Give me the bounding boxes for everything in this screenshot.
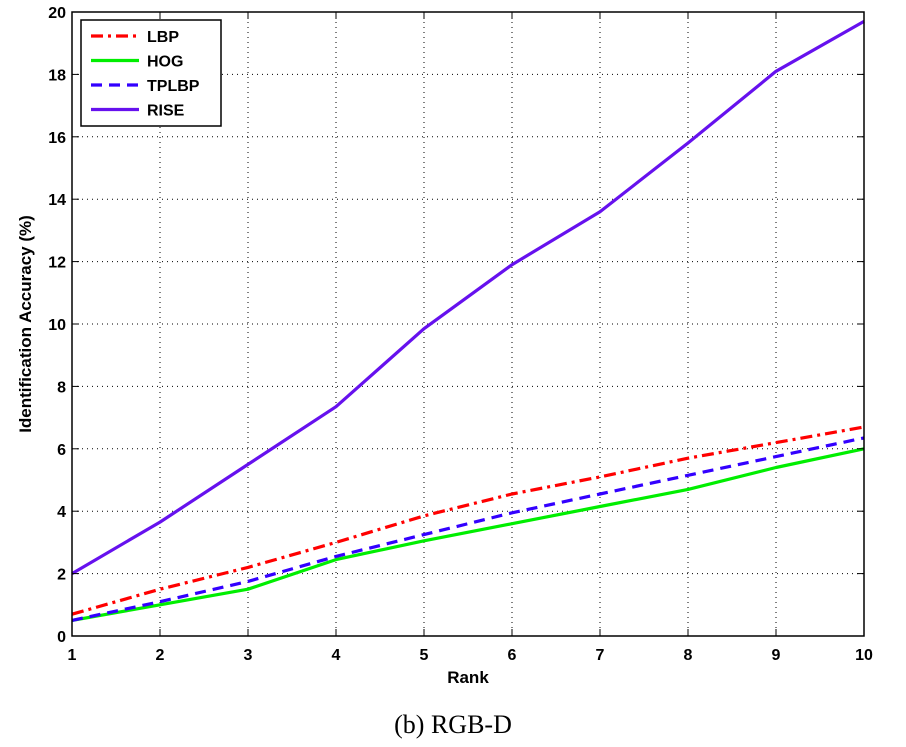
x-tick-label: 8 <box>684 647 693 664</box>
series-layer <box>71 20 865 622</box>
y-tick-label: 2 <box>57 567 66 584</box>
legend: LBP HOG TPLBP RISE <box>80 19 222 127</box>
legend-label-tplbp: TPLBP <box>147 78 200 95</box>
x-tick-label: 4 <box>332 647 341 664</box>
series-line-lbp <box>71 425 865 616</box>
figure-caption: (b) RGB-D <box>394 710 512 739</box>
x-tick-labels: 1 2 3 4 5 6 7 8 9 10 <box>68 647 873 664</box>
legend-label-lbp: LBP <box>147 29 179 46</box>
x-tick-label: 7 <box>596 647 605 664</box>
x-tick-label: 9 <box>772 647 781 664</box>
x-tick-label: 1 <box>68 647 77 664</box>
y-tick-label: 18 <box>48 67 66 84</box>
x-tick-label: 2 <box>156 647 165 664</box>
ticks <box>71 11 865 637</box>
x-axis-label: Rank <box>447 668 489 687</box>
x-tick-label: 3 <box>244 647 253 664</box>
x-tick-label: 5 <box>420 647 429 664</box>
y-tick-label: 16 <box>48 130 66 147</box>
y-tick-label: 0 <box>57 629 66 646</box>
y-tick-label: 10 <box>48 317 66 334</box>
y-tick-label: 20 <box>48 5 66 22</box>
y-tick-label: 12 <box>48 255 66 272</box>
x-tick-label: 6 <box>508 647 517 664</box>
y-axis-label: Identification Accuracy (%) <box>16 215 35 433</box>
series-line-rise <box>71 20 865 575</box>
grid <box>72 12 864 636</box>
legend-label-rise: RISE <box>147 103 185 120</box>
y-tick-label: 4 <box>57 504 66 521</box>
series-line-tplbp <box>71 436 865 622</box>
series-line-hog <box>71 447 865 622</box>
y-tick-label: 14 <box>48 192 66 209</box>
y-tick-label: 8 <box>57 379 66 396</box>
x-tick-label: 10 <box>855 647 873 664</box>
legend-label-hog: HOG <box>147 54 183 71</box>
y-tick-labels: 0 2 4 6 8 10 12 14 16 18 20 <box>48 5 66 646</box>
y-tick-label: 6 <box>57 442 66 459</box>
